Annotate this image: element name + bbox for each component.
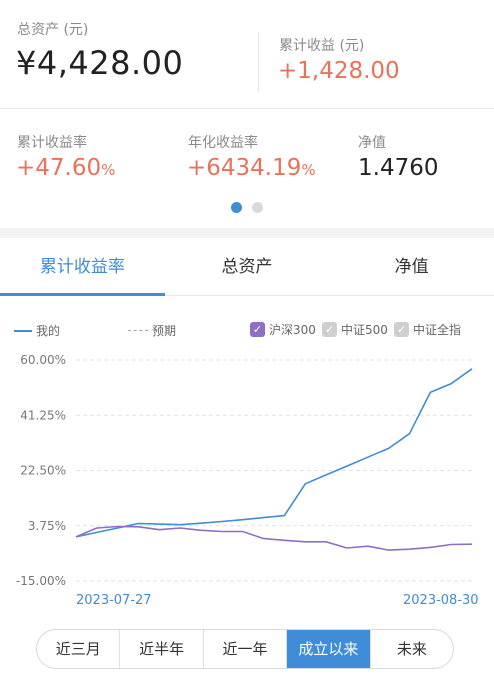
checkbox-checked-icon: ✓: [250, 322, 265, 337]
annual-rate-label: 年化收益率: [188, 135, 258, 151]
legend-zzqz-label: 中证全指: [413, 323, 462, 337]
range-since-inception-button[interactable]: 成立以来: [287, 630, 371, 668]
legend-mine-label: 我的: [36, 324, 61, 338]
returns-chart: 60.00% 41.25% 22.50% 3.75% -15.00% 2023-07-2…: [0, 345, 494, 615]
legend-zzqz-toggle[interactable]: ✓ 中证全指: [394, 321, 461, 338]
page-dot-2[interactable]: [252, 202, 263, 213]
divider: [0, 108, 494, 109]
chart-legend: 我的 预期 ✓ 沪深300 ✓ 中证500 ✓ 中证全指: [0, 320, 494, 342]
divider: [258, 32, 259, 92]
range-future-button[interactable]: 未来: [396, 640, 427, 658]
cum-income-value: +1,428.00: [278, 58, 400, 84]
total-assets-label: 总资产 (元): [17, 22, 89, 38]
legend-expected-label: 预期: [152, 324, 177, 338]
y-tick-label: 60.00%: [20, 353, 66, 367]
range-3m-button[interactable]: 近三月: [37, 630, 121, 668]
x-end-label: 2023-08-30: [403, 593, 479, 608]
legend-zz500-toggle[interactable]: ✓ 中证500: [322, 321, 388, 338]
range-6m-button[interactable]: 近半年: [120, 630, 204, 668]
series-line-mine: [75, 368, 473, 538]
range-selector: 近三月 近半年 近一年 成立以来 未来: [36, 629, 454, 669]
cum-income-label: 累计收益 (元): [279, 38, 365, 54]
chart-tabs: 累计收益率 总资产 净值: [0, 238, 494, 296]
cum-rate-value: +47.60%: [16, 155, 116, 181]
tab-cum-rate[interactable]: 累计收益率: [0, 238, 165, 296]
dashed-line-swatch-icon: [128, 330, 148, 331]
y-tick-label: 41.25%: [20, 408, 66, 422]
range-1y-button[interactable]: 近一年: [204, 630, 288, 668]
checkbox-icon: ✓: [394, 322, 409, 337]
y-tick-label: -15.00%: [16, 574, 66, 588]
legend-hs300-toggle[interactable]: ✓ 沪深300: [250, 321, 316, 338]
summary-card: 总资产 (元) ¥4,428.00 累计收益 (元) +1,428.00 累计收…: [0, 0, 494, 228]
line-swatch-icon: [14, 329, 32, 332]
total-assets-value: ¥4,428.00: [16, 44, 184, 82]
legend-expected: 预期: [128, 322, 176, 339]
legend-zz500-label: 中证500: [341, 323, 388, 337]
nav-value: 1.4760: [358, 155, 439, 181]
y-tick-label: 22.50%: [20, 464, 66, 478]
legend-hs300-label: 沪深300: [269, 323, 316, 337]
annual-rate-value: +6434.19%: [187, 155, 316, 181]
returns-chart-svg: 60.00% 41.25% 22.50% 3.75% -15.00%: [16, 353, 473, 588]
x-start-label: 2023-07-27: [76, 593, 152, 608]
page-indicator: [0, 202, 494, 214]
series-line-hs300: [75, 525, 473, 551]
page-dot-1[interactable]: [231, 202, 242, 213]
checkbox-icon: ✓: [322, 322, 337, 337]
legend-mine: 我的: [14, 322, 60, 339]
y-tick-label: 3.75%: [28, 519, 66, 533]
tab-nav[interactable]: 净值: [394, 257, 429, 277]
tab-total-assets[interactable]: 总资产: [221, 257, 273, 277]
cum-rate-label: 累计收益率: [17, 135, 87, 151]
nav-label: 净值: [358, 135, 386, 151]
section-gap: [0, 228, 494, 238]
